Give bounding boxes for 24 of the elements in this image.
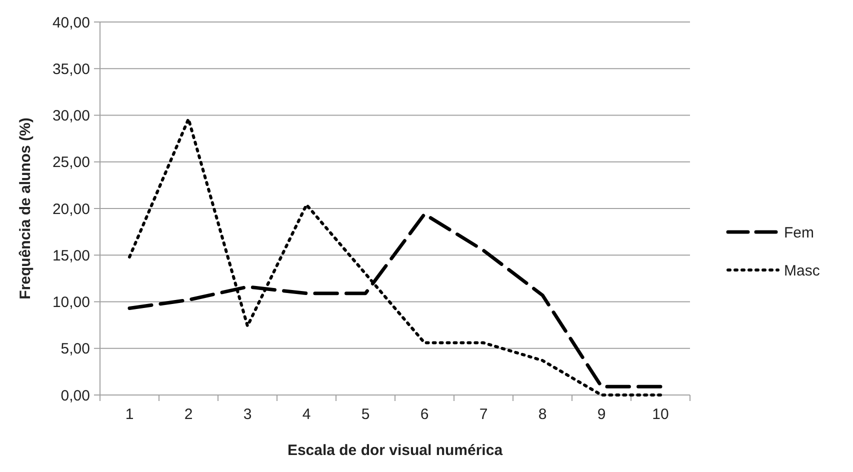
y-tick-label: 35,00 <box>52 60 90 78</box>
x-tick-label: 10 <box>652 406 669 423</box>
legend-label: Fem <box>784 224 814 242</box>
y-tick-label: 30,00 <box>52 108 90 124</box>
x-tick-label: 8 <box>538 406 547 423</box>
x-tick-label: 6 <box>420 406 429 423</box>
legend-label: Masc <box>784 262 820 280</box>
x-tick-label: 7 <box>479 406 488 423</box>
x-tick-label: 9 <box>597 406 606 423</box>
y-tick-label: 20,00 <box>52 200 90 218</box>
x-tick-label: 3 <box>243 406 252 423</box>
y-tick-label: 0,00 <box>60 387 90 404</box>
y-axis-title: Frequência de alunos (%) <box>17 118 34 300</box>
y-tick-label: 10,00 <box>52 294 90 311</box>
x-tick-label: 4 <box>302 406 311 423</box>
y-tick-label: 25,00 <box>52 154 90 172</box>
y-tick-label: 5,00 <box>60 340 90 358</box>
x-tick-label: 5 <box>361 406 370 423</box>
x-tick-label: 1 <box>125 406 134 423</box>
y-tick-label: 40,00 <box>52 14 90 32</box>
y-tick-label: 15,00 <box>52 247 90 264</box>
x-tick-label: 2 <box>184 406 193 423</box>
x-axis-title: Escala de dor visual numérica <box>287 442 504 459</box>
line-series <box>128 117 662 396</box>
